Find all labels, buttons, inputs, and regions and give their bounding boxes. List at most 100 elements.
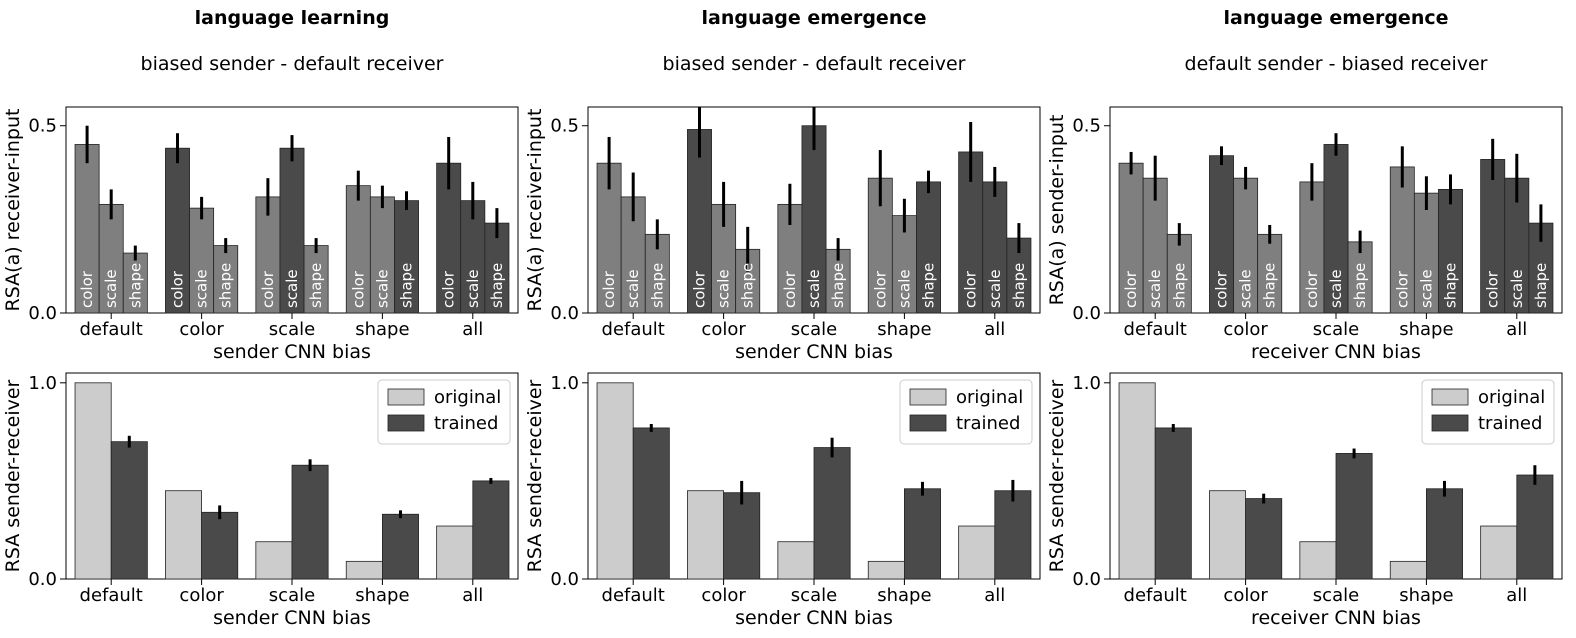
bar <box>110 441 148 580</box>
bar-label: scale <box>1146 269 1164 308</box>
bar <box>1299 541 1337 580</box>
legend-label: original <box>434 387 501 408</box>
bar-label: scale <box>464 269 482 308</box>
x-tick-label: color <box>701 319 746 340</box>
y-tick-label: 0.0 <box>28 303 57 324</box>
bar-label: scale <box>895 269 913 308</box>
chart-panel-bottom-middle: 0.0 1.0 default color scale shape all sender CN… <box>524 372 1041 629</box>
bar-label: color <box>781 270 799 308</box>
x-tick-label: scale <box>269 585 315 606</box>
x-axis-label: sender CNN bias <box>735 341 893 363</box>
column-title: language emergence <box>701 7 926 29</box>
bar <box>1166 233 1192 314</box>
bar-label: color <box>349 270 367 308</box>
legend-label: original <box>1478 387 1545 408</box>
y-tick-label: 1.0 <box>28 373 57 394</box>
bar <box>777 541 815 580</box>
bar-label: shape <box>920 263 938 308</box>
bar-label: shape <box>739 263 757 308</box>
bar-label: color <box>600 270 618 308</box>
legend: original trained <box>899 379 1033 445</box>
bar <box>1335 453 1373 580</box>
bar <box>1389 166 1415 314</box>
x-axis-label: receiver CNN bias <box>1251 607 1421 629</box>
bar <box>1209 155 1234 314</box>
legend-label: trained <box>956 413 1020 434</box>
x-tick-label: all <box>1506 585 1527 606</box>
bar-label: color <box>440 270 458 308</box>
y-tick-label: 0.0 <box>1072 569 1101 590</box>
bar <box>687 129 712 314</box>
x-tick-label: default <box>1124 319 1187 340</box>
y-tick-label: 0.5 <box>1072 116 1101 137</box>
x-tick-label: all <box>462 585 483 606</box>
y-tick-label: 1.0 <box>550 373 579 394</box>
bar <box>867 560 905 580</box>
column-header-3: language emergence default sender - bias… <box>1185 7 1488 75</box>
x-tick-label: color <box>179 585 224 606</box>
legend-swatch <box>1431 414 1469 432</box>
x-axis-label: receiver CNN bias <box>1251 341 1421 363</box>
bar <box>1389 560 1427 580</box>
bar-label: color <box>1484 270 1502 308</box>
x-tick-label: color <box>179 319 224 340</box>
bar <box>74 144 100 314</box>
x-tick-label: scale <box>1313 585 1359 606</box>
bar <box>813 447 851 580</box>
bar-label: shape <box>307 263 325 308</box>
y-tick-label: 0.0 <box>550 569 579 590</box>
bar-label: scale <box>193 269 211 308</box>
bar-label: scale <box>1508 269 1526 308</box>
bar <box>916 181 941 314</box>
chart-panel-bottom-left: 0.0 1.0 default color scale shape all sender CN… <box>2 372 519 629</box>
bar <box>723 492 761 580</box>
bar-label: color <box>871 270 889 308</box>
bar-label: shape <box>1261 263 1279 308</box>
x-tick-label: shape <box>355 585 409 606</box>
bar-label: color <box>78 270 96 308</box>
x-tick-label: scale <box>269 319 315 340</box>
y-tick-label: 0.5 <box>28 116 57 137</box>
legend-label: trained <box>1478 413 1542 434</box>
x-tick-label: shape <box>1399 319 1453 340</box>
bar-label: scale <box>1327 269 1345 308</box>
x-axis-label: sender CNN bias <box>213 607 371 629</box>
bar <box>1209 490 1246 580</box>
x-tick-label: default <box>602 319 665 340</box>
bar <box>596 382 634 580</box>
y-axis-label: RSA sender-receiver <box>2 379 24 572</box>
y-tick-label: 1.0 <box>1072 373 1101 394</box>
bar <box>1233 177 1259 314</box>
bar-label: color <box>1212 270 1230 308</box>
bar-label: scale <box>624 269 642 308</box>
bar <box>687 490 725 580</box>
bar <box>1245 498 1283 580</box>
legend-label: original <box>956 387 1023 408</box>
x-tick-label: scale <box>791 319 837 340</box>
column-subtitle: biased sender - default receiver <box>663 53 966 75</box>
bar-label: scale <box>805 269 823 308</box>
bar <box>303 245 329 314</box>
bar-label: color <box>1303 270 1321 308</box>
bar-label: scale <box>986 269 1004 308</box>
bar <box>1480 525 1518 580</box>
y-tick-label: 0.0 <box>28 569 57 590</box>
bar <box>74 382 112 580</box>
bar <box>189 207 215 314</box>
x-tick-label: shape <box>1399 585 1453 606</box>
bar-label: scale <box>373 269 391 308</box>
bar-label: color <box>690 270 708 308</box>
bar-label: shape <box>398 263 416 308</box>
bar-label: shape <box>829 263 847 308</box>
y-tick-label: 0.5 <box>550 116 579 137</box>
x-tick-label: all <box>1506 319 1527 340</box>
bar-label: color <box>259 270 277 308</box>
chart-panel-bottom-right: 0.0 1.0 default color scale shape all receiver … <box>1046 372 1563 629</box>
bar <box>904 488 941 580</box>
legend-swatch <box>1431 388 1469 406</box>
bar <box>1516 474 1554 580</box>
bar <box>632 427 670 580</box>
bar-label: scale <box>1417 269 1435 308</box>
